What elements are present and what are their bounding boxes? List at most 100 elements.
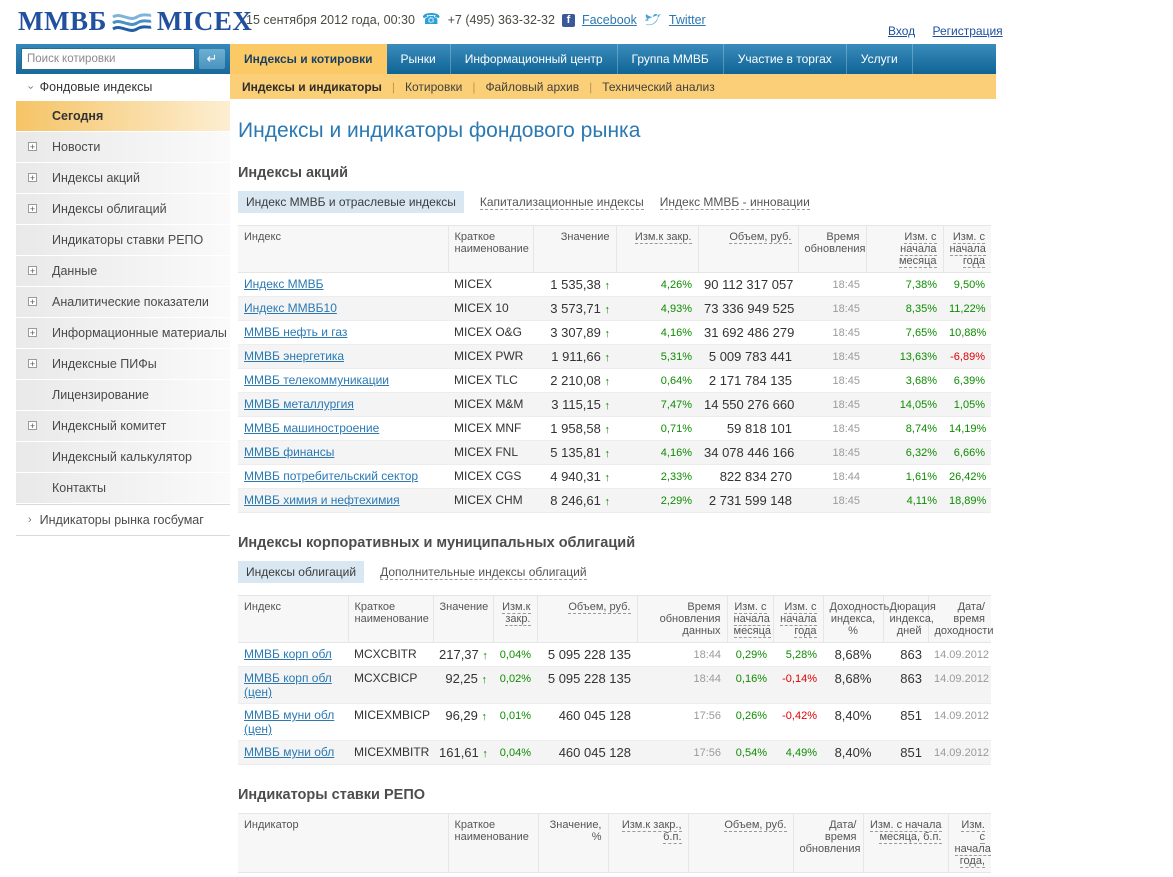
percent-change: 4,26% bbox=[660, 279, 692, 291]
sidebar-item-label: Аналитические показатели bbox=[52, 295, 209, 309]
search-submit-button[interactable]: ↵ bbox=[199, 49, 225, 69]
phone-icon: ☎ bbox=[421, 11, 441, 28]
table-cell: -0,14% bbox=[773, 666, 823, 704]
sidebar-item-fondovye-indeksy[interactable]: › Фондовые индексы bbox=[16, 74, 230, 101]
column-header: Объем, руб. bbox=[536, 595, 637, 643]
value-date: 14.09.2012 bbox=[934, 673, 990, 685]
nav-item[interactable]: Информационный центр bbox=[451, 44, 618, 74]
nav-item[interactable]: Группа ММВБ bbox=[618, 44, 724, 74]
column-header: Краткое наименование bbox=[447, 225, 533, 273]
column-header: Изм. с начала года bbox=[942, 225, 991, 273]
table-cell: 14.09.2012 bbox=[928, 703, 991, 741]
sidebar-item[interactable]: Индикаторы ставки РЕПО bbox=[16, 225, 230, 255]
up-arrow-icon: ↑ bbox=[604, 304, 611, 316]
tab[interactable]: Индекс ММВБ и отраслевые индексы bbox=[238, 191, 464, 213]
column-header-label[interactable]: Изм.к закр. bbox=[502, 601, 531, 626]
tab[interactable]: Индекс ММВБ - инновации bbox=[659, 194, 810, 210]
table-cell: 1,61% bbox=[866, 464, 943, 489]
sidebar-item[interactable]: + Индексный комитет bbox=[16, 411, 230, 441]
column-header-label[interactable]: Изм.к закр., б.п. bbox=[621, 819, 682, 844]
index-link[interactable]: ММВБ корп обл bbox=[244, 647, 332, 661]
column-header-label[interactable]: Объем, руб. bbox=[724, 819, 787, 832]
tab[interactable]: Капитализационные индексы bbox=[479, 194, 644, 210]
nav-item[interactable]: Индексы и котировки bbox=[230, 44, 387, 74]
nav-item[interactable]: Рынки bbox=[387, 44, 451, 74]
tab[interactable]: Дополнительные индексы облигаций bbox=[380, 564, 587, 580]
subnav-item[interactable]: Файловый архив bbox=[485, 79, 580, 94]
sidebar-item[interactable]: + Индексы акций bbox=[16, 163, 230, 193]
sub-nav: Индексы и индикаторы | Котировки | Файловый … bbox=[230, 74, 996, 99]
sidebar-item[interactable]: + Информационные материалы bbox=[16, 318, 230, 348]
sidebar-item[interactable]: + Данные bbox=[16, 256, 230, 286]
table-cell: 1 911,66 ↑ bbox=[533, 344, 616, 369]
table-cell: 5 009 783 441 bbox=[698, 344, 798, 369]
index-link[interactable]: Индекс ММВБ10 bbox=[244, 301, 337, 315]
sidebar-item[interactable]: + Аналитические показатели bbox=[16, 287, 230, 317]
table-cell: 2 731 599 148 bbox=[698, 488, 798, 513]
subnav-item[interactable]: Котировки bbox=[405, 79, 463, 94]
column-header-label[interactable]: Изм. с начала года bbox=[780, 601, 817, 638]
index-link[interactable]: ММВБ корп обл (цен) bbox=[244, 671, 332, 699]
register-link[interactable]: Регистрация bbox=[932, 24, 1003, 38]
column-header-label[interactable]: Изм.к закр. bbox=[634, 231, 692, 244]
expand-plus-icon[interactable]: + bbox=[28, 142, 37, 152]
sidebar-item[interactable]: Индексный калькулятор bbox=[16, 442, 230, 472]
sidebar-item[interactable]: + Индексные ПИФы bbox=[16, 349, 230, 379]
expand-plus-icon[interactable]: + bbox=[28, 359, 37, 369]
column-header-label[interactable]: Изм. с начала месяца bbox=[898, 231, 937, 268]
subnav-item[interactable]: Индексы и индикаторы bbox=[242, 79, 382, 94]
index-link[interactable]: ММВБ химия и нефтехимия bbox=[244, 493, 400, 507]
index-link[interactable]: Индекс ММВБ bbox=[244, 277, 324, 291]
sidebar-item[interactable]: + Индексы облигаций bbox=[16, 194, 230, 224]
table-cell: 14.09.2012 bbox=[928, 740, 991, 765]
sidebar-item-label: Индексный комитет bbox=[52, 419, 167, 433]
section-heading: Индексы корпоративных и муниципальных об… bbox=[238, 535, 636, 551]
index-link[interactable]: ММВБ муни обл bbox=[244, 745, 335, 759]
expand-plus-icon[interactable]: + bbox=[28, 204, 37, 214]
expand-plus-icon[interactable]: + bbox=[28, 328, 37, 338]
index-link[interactable]: ММВБ финансы bbox=[244, 445, 335, 459]
column-header-label[interactable]: Объем, руб. bbox=[729, 231, 792, 244]
table-row: ММВБ машиностроение MICEX MNF 1 958,58 ↑ 0,… bbox=[238, 416, 991, 441]
table-cell: 4,11% bbox=[866, 488, 943, 513]
sidebar-item[interactable]: + Новости bbox=[16, 132, 230, 162]
index-link[interactable]: ММВБ машиностроение bbox=[244, 421, 380, 435]
nav-item[interactable]: Участие в торгах bbox=[724, 44, 847, 74]
column-header-label[interactable]: Изм. с начала года, bbox=[954, 819, 991, 868]
table-cell: 7,47% bbox=[616, 392, 698, 417]
expand-plus-icon[interactable]: + bbox=[28, 421, 37, 431]
table-cell: 8,74% bbox=[866, 416, 943, 441]
expand-plus-icon[interactable]: + bbox=[28, 173, 37, 183]
nav-item[interactable]: Услуги bbox=[847, 44, 913, 74]
facebook-link[interactable]: Facebook bbox=[581, 13, 637, 27]
table-cell: 18:45 bbox=[798, 392, 866, 417]
search-input[interactable] bbox=[21, 48, 195, 70]
tab[interactable]: Индексы облигаций bbox=[238, 561, 365, 583]
index-link[interactable]: ММВБ металлургия bbox=[244, 397, 354, 411]
column-header-label[interactable]: Изм. с начала месяца bbox=[733, 601, 772, 638]
table-row: ММВБ металлургия MICEX M&M 3 115,15 ↑ 7,47%… bbox=[238, 392, 991, 417]
expand-plus-icon[interactable]: + bbox=[28, 266, 37, 276]
index-link[interactable]: ММВБ нефть и газ bbox=[244, 325, 348, 339]
sidebar-item[interactable]: Контакты bbox=[16, 473, 230, 503]
column-header-label[interactable]: Изм. с начала месяца, б.п. bbox=[869, 819, 942, 844]
table-cell: 1 535,38 ↑ bbox=[533, 272, 616, 297]
sidebar-item-gosbumagi[interactable]: › Индикаторы рынка госбумаг bbox=[16, 504, 230, 536]
index-link[interactable]: ММВБ муни обл (цен) bbox=[244, 708, 335, 736]
sidebar-item[interactable]: Лицензирование bbox=[16, 380, 230, 410]
column-header-label[interactable]: Изм. с начала года bbox=[949, 231, 986, 268]
table-cell: 0,04% bbox=[493, 740, 537, 765]
expand-plus-icon[interactable]: + bbox=[28, 297, 37, 307]
index-link[interactable]: ММВБ телекоммуникации bbox=[244, 373, 390, 387]
sidebar-item[interactable]: Сегодня bbox=[16, 101, 230, 131]
login-link[interactable]: Вход bbox=[888, 24, 916, 38]
twitter-link[interactable]: Twitter bbox=[668, 13, 706, 27]
table-cell: 14 550 276 660 bbox=[698, 392, 798, 417]
index-link[interactable]: ММВБ потребительский сектор bbox=[244, 469, 419, 483]
table-cell: 4 940,31 ↑ bbox=[533, 464, 616, 489]
table-row: ММВБ муни обл (цен) MICEXMBICP 96,29 ↑ 0,01… bbox=[238, 703, 991, 741]
index-link[interactable]: ММВБ энергетика bbox=[244, 349, 345, 363]
subnav-item[interactable]: Технический анализ bbox=[602, 79, 715, 94]
table-cell: 96,29 ↑ bbox=[433, 703, 493, 741]
column-header-label[interactable]: Объем, руб. bbox=[568, 601, 631, 614]
